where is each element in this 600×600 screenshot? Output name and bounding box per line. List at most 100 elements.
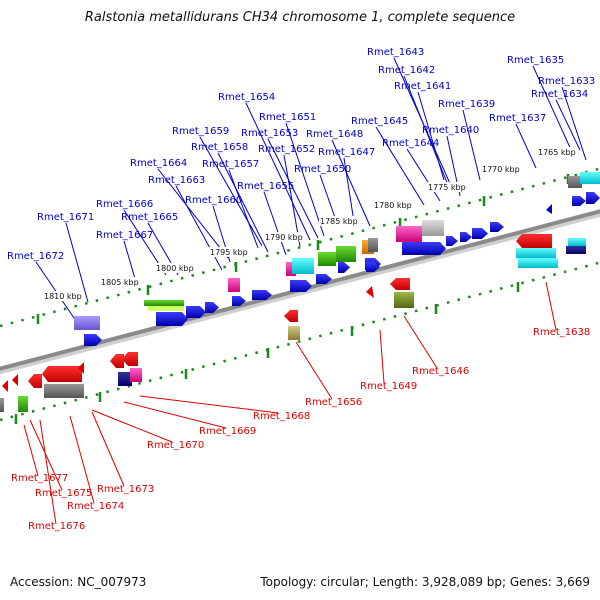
forward-gene-label: Rmet_1672 — [7, 251, 64, 262]
leader-line — [532, 65, 573, 153]
leader-line — [199, 136, 263, 247]
gene-block — [18, 396, 28, 412]
forward-gene — [572, 196, 586, 206]
leader-line — [285, 122, 325, 237]
reverse-gene — [12, 374, 18, 386]
forward-gene — [186, 306, 206, 318]
gene-block — [286, 262, 296, 276]
leader-line — [263, 191, 287, 256]
reverse-gene-label: Rmet_1673 — [97, 484, 154, 495]
forward-gene-label: Rmet_1671 — [37, 212, 94, 223]
forward-gene-label: Rmet_1639 — [438, 99, 495, 110]
reverse-gene-label: Rmet_1674 — [67, 501, 124, 512]
gene-block — [422, 220, 444, 236]
leader-line — [245, 102, 311, 241]
gene-labels: Rmet_1635 Rmet_1633 Rmet_1634 Rmet_1643 Rmet… — [7, 47, 595, 532]
leader-line — [139, 395, 279, 414]
gene-block — [118, 372, 132, 386]
reverse-gene — [390, 278, 410, 290]
kbp-label: 1795 kbp — [210, 248, 248, 257]
forward-gene — [546, 204, 552, 214]
kbp-scale: 1765 kbp 1770 kbp 1775 kbp 1780 kbp 1785 kbp… — [43, 147, 578, 301]
forward-gene-label: Rmet_1645 — [351, 116, 408, 127]
leader-line — [561, 86, 587, 161]
forward-gene-label: Rmet_1663 — [148, 175, 205, 186]
leader-line — [123, 240, 137, 283]
forward-gene-label: Rmet_1657 — [202, 159, 259, 170]
forward-gene-label: Rmet_1654 — [218, 92, 275, 103]
forward-gene — [338, 262, 350, 273]
leader-line — [35, 261, 75, 319]
forward-gene — [84, 334, 102, 346]
forward-gene — [366, 262, 380, 272]
kbp-label: 1765 kbp — [538, 148, 576, 157]
gene-block — [568, 176, 582, 188]
forward-gene — [205, 302, 219, 313]
forward-gene-label: Rmet_1637 — [489, 113, 546, 124]
leader-line — [217, 152, 269, 253]
gene-block — [318, 252, 336, 266]
forward-gene-label: Rmet_1664 — [130, 158, 187, 169]
reverse-gene — [78, 362, 84, 374]
leader-line — [29, 419, 63, 491]
forward-gene-label: Rmet_1667 — [96, 230, 153, 241]
leader-line — [228, 169, 259, 249]
reverse-gene-label: Rmet_1668 — [253, 411, 310, 422]
kbp-label: 1805 kbp — [101, 278, 139, 287]
forward-gene — [586, 192, 600, 204]
reverse-gene — [366, 286, 374, 298]
leader-line — [283, 154, 301, 247]
forward-gene — [156, 312, 188, 326]
gene-block — [0, 398, 4, 412]
gene-block — [394, 292, 414, 308]
forward-gene-label: Rmet_1641 — [394, 81, 451, 92]
forward-gene-label: Rmet_1658 — [191, 142, 248, 153]
kbp-label: 1800 kbp — [156, 264, 194, 273]
forward-gene-label: Rmet_1633 — [538, 76, 595, 87]
leader-line — [375, 126, 425, 206]
leader-line — [91, 411, 125, 487]
gene-block — [44, 384, 84, 398]
forward-gene-label: Rmet_1653 — [241, 128, 298, 139]
leader-line — [403, 315, 438, 369]
reverse-gene-label: Rmet_1670 — [147, 440, 204, 451]
gene-block — [396, 226, 422, 242]
forward-gene-label: Rmet_1635 — [507, 55, 564, 66]
reverse-gene — [110, 354, 124, 368]
map-title: Ralstonia metallidurans CH34 chromosome … — [84, 10, 516, 25]
reverse-gene — [516, 234, 552, 248]
gene-features — [0, 172, 600, 412]
forward-gene-label: Rmet_1659 — [172, 126, 229, 137]
leader-line — [267, 138, 319, 239]
reverse-gene-label: Rmet_1656 — [305, 397, 362, 408]
leader-line — [343, 157, 355, 223]
leader-line — [295, 341, 333, 400]
gene-block — [336, 246, 356, 262]
genome-summary: Topology: circular; Length: 3,928,089 bp… — [260, 575, 590, 589]
forward-gene-label: Rmet_1643 — [367, 47, 424, 58]
forward-gene-label: Rmet_1648 — [306, 129, 363, 140]
leader-line — [65, 222, 89, 303]
leader-line — [417, 91, 445, 181]
leader-line — [406, 148, 441, 202]
forward-gene-label: Rmet_1651 — [259, 112, 316, 123]
kbp-label: 1785 kbp — [320, 217, 358, 226]
gene-block — [580, 172, 600, 184]
forward-gene-label: Rmet_1642 — [378, 65, 435, 76]
kbp-label: 1780 kbp — [374, 201, 412, 210]
forward-gene-label: Rmet_1647 — [318, 147, 375, 158]
leader-line — [39, 419, 57, 525]
reverse-gene-label: Rmet_1675 — [35, 488, 92, 499]
forward-gene — [460, 232, 472, 242]
forward-gene-label: Rmet_1652 — [258, 144, 315, 155]
forward-gene-label: Rmet_1650 — [294, 164, 351, 175]
gene-block — [148, 306, 184, 311]
reverse-gene — [284, 310, 298, 322]
forward-gene-label: Rmet_1634 — [531, 89, 588, 100]
reverse-gene-label: Rmet_1677 — [11, 473, 68, 484]
forward-gene — [232, 296, 246, 306]
reverse-gene — [42, 366, 82, 382]
leader-line — [545, 281, 557, 331]
reverse-gene — [122, 352, 138, 366]
leader-line — [91, 409, 173, 443]
